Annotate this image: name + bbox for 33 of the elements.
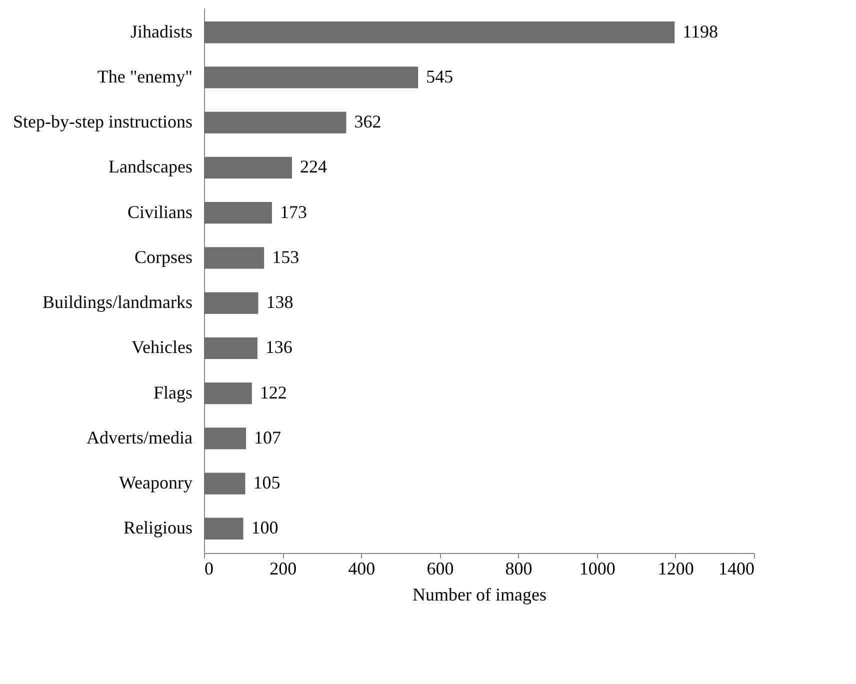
data-label: 138 — [266, 292, 294, 312]
x-tick-label: 400 — [348, 558, 376, 578]
y-tick-label: Step-by-step instructions — [13, 112, 192, 132]
data-label: 224 — [300, 156, 327, 177]
data-label: 173 — [280, 202, 307, 222]
data-label: 105 — [253, 472, 280, 493]
y-tick-label: Buildings/landmarks — [42, 292, 192, 312]
y-tick-label: Landscapes — [108, 156, 192, 177]
x-tick-label: 0 — [204, 558, 214, 578]
x-axis-title: Number of images — [412, 584, 546, 604]
x-tick-label: 1400 — [718, 558, 754, 578]
y-tick-label: Adverts/media — [86, 427, 192, 448]
data-label: 100 — [251, 518, 278, 538]
data-label: 136 — [265, 337, 292, 358]
data-label: 153 — [272, 246, 300, 267]
y-tick-label: Weaponry — [118, 472, 192, 493]
x-tick-label: 800 — [505, 558, 532, 578]
y-tick-label: Corpses — [134, 246, 192, 267]
data-label: 1198 — [682, 21, 718, 42]
data-label: 107 — [254, 427, 282, 448]
data-label: 545 — [426, 66, 454, 86]
x-tick-label: 1200 — [658, 558, 694, 578]
x-tick-label: 600 — [426, 558, 454, 578]
y-tick-label: Religious — [123, 518, 192, 538]
y-tick-label: Vehicles — [132, 337, 192, 358]
y-tick-label: Jihadists — [130, 21, 192, 42]
x-tick-label: 200 — [270, 558, 297, 578]
x-tick-label: 1000 — [579, 558, 616, 578]
y-tick-label: Flags — [153, 382, 192, 402]
data-label: 362 — [354, 112, 382, 132]
data-label: 122 — [260, 382, 287, 402]
y-tick-label: The "enemy" — [97, 66, 192, 86]
y-tick-label: Civilians — [127, 202, 192, 222]
